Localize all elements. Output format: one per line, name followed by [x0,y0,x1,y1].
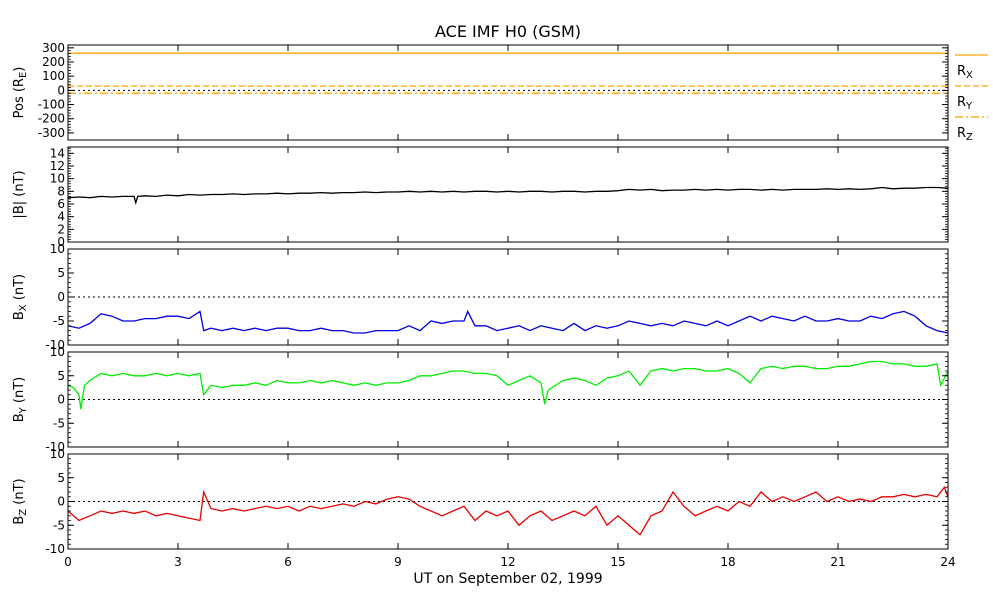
bmag-ytick-label: 12 [50,159,65,173]
bmag-ytick-label: 0 [57,235,65,249]
by-ytick-label: 10 [50,345,65,359]
chart-title: ACE IMF H0 (GSM) [435,22,581,41]
pos-ylabel-sub: E [18,72,29,78]
pos-ytick-label: 100 [42,69,65,83]
pos-ylabel: Pos (RE) [12,67,29,119]
xtick-label: 9 [394,555,402,569]
pos-ytick-label: -100 [38,98,65,112]
bz-ytick-label: 5 [57,471,65,485]
by-ylabel-end: (nT) [12,377,27,407]
xtick-label: 24 [940,555,955,569]
bz-ylabel-sub: Z [18,509,29,516]
legend-label-main: R [957,126,966,141]
bx-series-0 [67,309,949,334]
by-ytick-label: 0 [57,393,65,407]
pos-ytick-label: -200 [38,112,65,126]
bz-series-0 [67,485,949,536]
xtick-label: 0 [64,555,72,569]
bz-ylabel: BZ (nT) [12,478,29,524]
bx-ylabel: BX (nT) [12,274,29,320]
by-ytick-label: -10 [45,440,65,454]
x-axis-label: UT on September 02, 1999 [413,571,602,587]
bx-ylabel-sub: X [18,304,29,311]
bmag-ytick-label: 8 [57,184,65,198]
pos-ytick-label: -300 [38,126,65,140]
bz-ytick-label: 10 [50,447,65,461]
by-series-0 [67,360,949,410]
legend-label-sub: X [966,70,973,81]
bx-ylabel-main: B [12,311,27,320]
xtick-label: 15 [610,555,625,569]
panel-bz: -10 -5 0 5 10 BZ (nT) [12,447,949,556]
pos-ytick-label: 0 [57,83,65,97]
xtick-label: 6 [284,555,292,569]
bx-ytick-label: -10 [45,338,65,352]
bmag-ytick-label: 6 [57,197,65,211]
xtick-label: 3 [174,555,182,569]
pos-ytick-label: 200 [42,55,65,69]
legend-label-main: R [957,64,966,79]
bmag-ytick-label: 14 [50,146,65,160]
legend-label-z: RZ [957,126,973,143]
bx-ylabel-end: (nT) [12,274,27,304]
pos-ytick-label: 300 [42,41,65,55]
bmag-ytick-label: 2 [57,222,65,236]
bz-ytick-label: -10 [45,542,65,556]
legend-label-sub: Y [965,101,973,112]
x-axis-ticks: 0 3 6 9 12 15 18 21 24 [64,555,955,569]
legend-label-sub: Z [966,132,973,143]
bz-ytick-label: 0 [57,495,65,509]
bz-ylabel-end: (nT) [12,478,27,508]
xtick-label: 18 [720,555,735,569]
bx-ytick-label: -5 [53,314,65,328]
bmag-series-0 [67,186,949,206]
by-ytick-label: -5 [53,416,65,430]
bx-ytick-label: 5 [57,266,65,280]
pos-frame [67,44,949,141]
bx-ytick-label: 0 [57,290,65,304]
legend-label-main: R [957,95,966,110]
bmag-ytick-label: 10 [50,172,65,186]
legend-label-y: RY [957,95,973,112]
bmag-ytick-label: 4 [57,210,65,224]
xtick-label: 12 [500,555,515,569]
bz-ylabel-main: B [12,516,27,525]
by-ylabel: BY (nT) [12,377,29,423]
by-ylabel-main: B [12,413,27,422]
panel-bx: -10 -5 0 5 10 BX (nT) [12,242,949,352]
legend-label-x: RX [957,64,973,81]
pos-ylabel-main: Pos (R [12,78,27,118]
panel-by: -10 -5 0 5 10 BY (nT) [12,345,949,454]
bx-ytick-label: 10 [50,242,65,256]
bz-ytick-label: -5 [53,518,65,532]
bmag-ylabel: |B| (nT) [12,170,27,218]
xtick-label: 21 [830,555,845,569]
pos-ylabel-end: ) [12,67,27,72]
by-ytick-label: 5 [57,369,65,383]
bmag-ylabel-main: |B| (nT) [12,170,27,218]
by-ylabel-sub: Y [18,406,29,414]
